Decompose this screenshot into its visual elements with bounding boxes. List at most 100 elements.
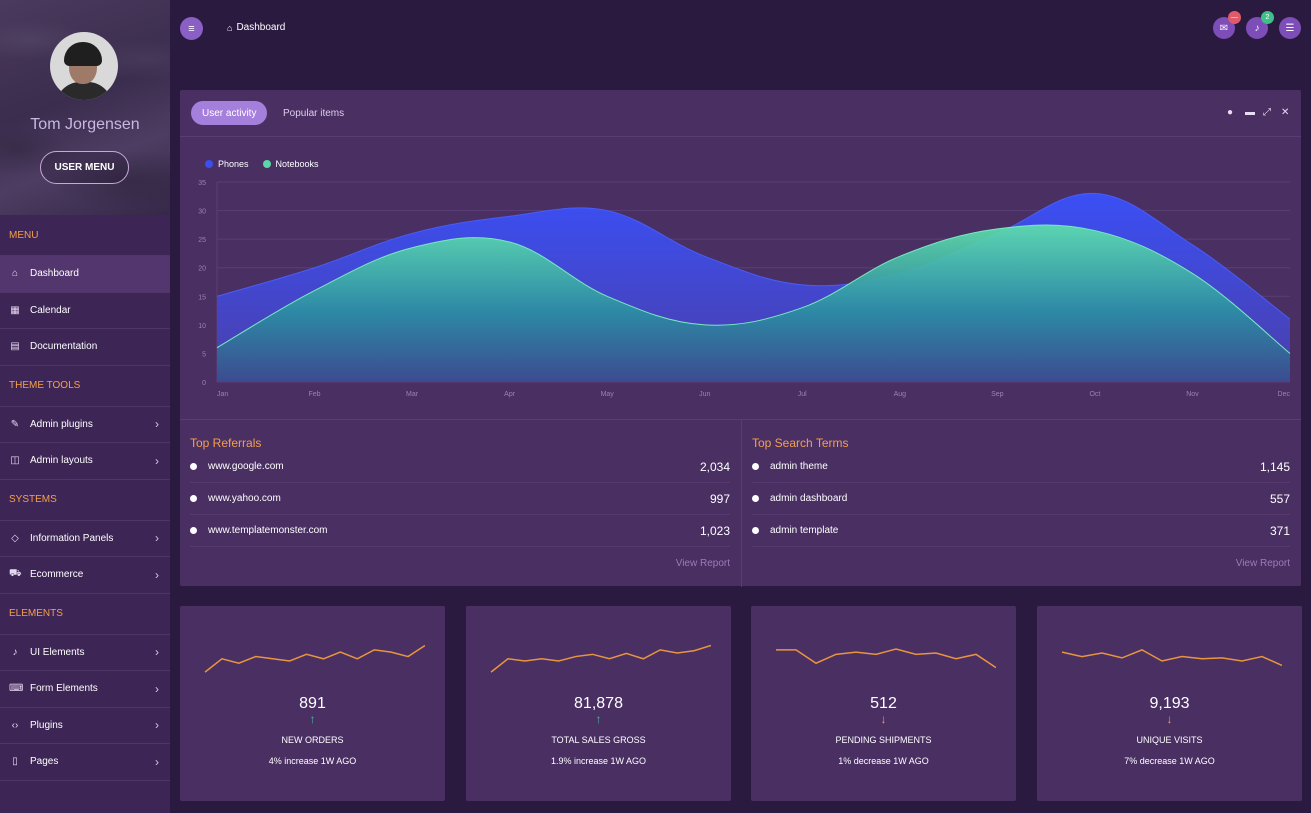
top-search-terms-title: Top Search Terms [752,436,849,450]
legend-item-notebooks[interactable]: Notebooks [262,159,319,169]
breadcrumb-label: Dashboard [236,22,286,33]
user-activity-chart: 0 5 10 15 20 25 30 35 Jan Feb Mar Apr May Jun Jul Aug Se… [198,180,1291,398]
user-menu-button[interactable]: USER MENU [40,151,129,184]
messages-button[interactable]: ✉ — [1213,11,1241,39]
x-tick-label: Nov [1186,391,1199,398]
sidebar-item-ui-elements[interactable]: ♪ UI Elements › [0,635,170,671]
sparkline-chart [1061,649,1282,667]
sidebar-item-form-elements[interactable]: ⌨ Form Elements › [0,671,170,708]
top-search-terms: Top Search Terms admin theme 1,145 admin… [741,420,1301,587]
tab-user-activity[interactable]: User activity [191,101,268,125]
sparkline [1061,649,1282,667]
y-tick-label: 30 [198,209,206,216]
sidebar: Tom Jorgensen USER MENU MENU ⌂ Dashboard ▦ C… [0,0,170,813]
bullet-icon [190,495,197,502]
notifications-button[interactable]: ♪ 2 [1246,11,1274,39]
sidebar-item-calendar[interactable]: ▦ Calendar [0,293,170,329]
chevron-right-icon: › [155,718,159,733]
x-tick-label: Mar [406,391,419,398]
series-line-phones [216,192,1291,320]
series-area-notebooks[interactable] [217,224,1290,382]
list-item[interactable]: www.yahoo.com 997 [190,483,730,515]
close-icon[interactable]: ✕ [1281,107,1290,118]
color-drop-icon[interactable]: ● [1227,107,1234,118]
sparkline-chart [490,644,711,673]
minimize-icon[interactable]: ▬ [1245,107,1255,118]
stats-lists: Top Referrals www.google.com 2,034 www.y… [180,419,1301,587]
sidebar-item-admin-plugins[interactable]: ✎ Admin plugins › [0,407,170,443]
sidebar-item-plugins[interactable]: ‹› Plugins › [0,708,170,744]
chart-legend: Phones Notebooks [205,159,319,169]
list-item[interactable]: admin template 371 [752,515,1290,547]
x-tick-label: Aug [894,391,907,398]
sidebar-item-ecommerce[interactable]: ⛟ Ecommerce › [0,557,170,594]
referral-label: www.google.com [208,461,284,472]
file-icon: ▯ [12,756,18,768]
columns-icon: ◫ [10,455,20,467]
expand-icon[interactable]: ⤢ [1263,107,1271,118]
sidebar-item-documentation[interactable]: ▤ Documentation [0,329,170,366]
legend-label: Phones [218,159,249,169]
bullet-icon [190,463,197,470]
legend-item-phones[interactable]: Phones [205,159,249,169]
bullet-icon [752,463,759,470]
sidebar-item-pages[interactable]: ▯ Pages › [0,744,170,781]
sidebar-item-label: Ecommerce [30,569,84,581]
sidebar-item-dashboard[interactable]: ⌂ Dashboard [0,256,170,293]
y-tick-label: 25 [198,237,206,244]
y-tick-label: 0 [202,380,206,387]
chat-icon: ✉ [1219,22,1229,34]
search-term-label: admin dashboard [770,493,848,504]
x-tick-label: Dec [1278,391,1291,398]
list-item[interactable]: www.google.com 2,034 [190,451,730,483]
avatar[interactable] [50,32,118,100]
stat-value: 891 [299,695,326,712]
y-tick-label: 5 [202,351,206,358]
x-tick-label: May [601,391,615,398]
sidebar-item-information-panels[interactable]: ◇ Information Panels › [0,521,170,557]
keyboard-icon: ⌨ [9,683,24,695]
chevron-right-icon: › [155,453,159,468]
y-tick-label: 35 [198,180,206,187]
settings-button[interactable]: ☰ [1279,17,1301,39]
nav-section-title: SYSTEMS [0,480,170,521]
search-term-value: 1,145 [1259,459,1290,474]
chevron-right-icon: › [155,567,159,582]
stat-card-total-sales-gross: 81,878 ↑ TOTAL SALES GROSS 1.9% increase 1W… [466,606,731,801]
breadcrumb[interactable]: ⌂ Dashboard [227,22,285,33]
top-referrals: Top Referrals www.google.com 2,034 www.y… [180,420,741,587]
list-item[interactable]: admin dashboard 557 [752,483,1290,515]
chevron-right-icon: › [155,681,159,696]
x-tick-label: Apr [504,391,516,398]
bullet-icon [752,527,759,534]
stat-label: NEW ORDERS [281,735,344,745]
calendar-icon: ▦ [10,304,20,316]
list-item[interactable]: admin theme 1,145 [752,451,1290,483]
book-icon: ▤ [10,341,20,353]
legend-dot [262,160,271,168]
sidebar-item-label: UI Elements [30,646,85,658]
referral-value: 2,034 [699,459,730,474]
referral-label: www.templatemonster.com [208,525,328,536]
search-term-label: admin template [770,525,839,536]
home-icon: ⌂ [11,268,19,280]
code-icon: ‹› [11,719,19,731]
arrow-down-icon: ↓ [880,712,887,726]
sidebar-item-admin-layouts[interactable]: ◫ Admin layouts › [0,443,170,480]
hamburger-menu-button[interactable]: ≡ [180,17,203,40]
arrow-up-icon: ↑ [595,712,602,726]
list-item[interactable]: www.templatemonster.com 1,023 [190,515,730,547]
x-tick-label: Jul [798,391,807,398]
arrow-up-icon: ↑ [309,712,316,726]
series-line-notebooks [216,224,1291,354]
sidebar-item-label: Admin layouts [30,455,93,467]
referral-label: www.yahoo.com [208,493,281,504]
bell-icon: ♪ [12,646,18,658]
stat-label: TOTAL SALES GROSS [551,735,646,745]
view-report-link[interactable]: View Report [1235,558,1290,569]
profile-card: Tom Jorgensen USER MENU [0,0,170,215]
stat-value: 81,878 [574,695,623,712]
view-report-link[interactable]: View Report [675,558,730,569]
legend-label: Notebooks [275,159,319,169]
tab-popular-items[interactable]: Popular items [283,107,345,119]
